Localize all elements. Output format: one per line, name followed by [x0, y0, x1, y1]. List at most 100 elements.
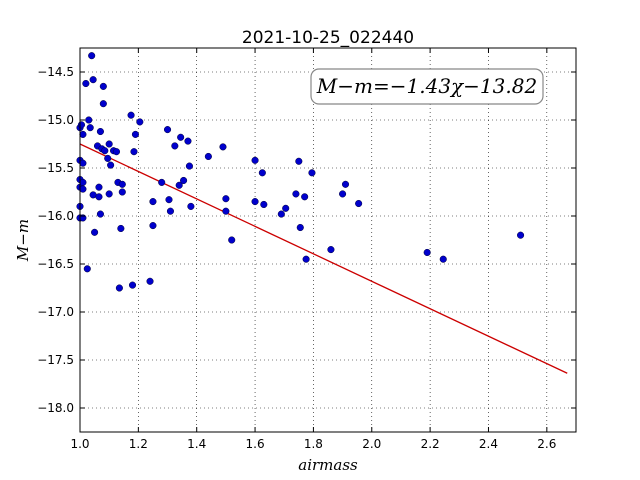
data-point — [79, 130, 87, 138]
data-point — [228, 236, 236, 244]
x-tick-label: 2.4 — [479, 437, 498, 451]
data-point — [296, 223, 304, 232]
fit-line-group — [79, 143, 568, 374]
data-point — [222, 207, 230, 215]
data-point — [104, 154, 112, 162]
annotation-box — [310, 68, 544, 105]
data-point — [301, 193, 309, 201]
x-tick-label: 2.6 — [537, 437, 556, 451]
data-point — [339, 190, 347, 198]
data-point — [251, 198, 259, 206]
data-point — [101, 147, 109, 155]
data-point — [277, 210, 285, 218]
data-point — [517, 231, 525, 239]
data-point — [163, 126, 172, 134]
data-point — [91, 228, 99, 236]
data-point — [302, 255, 310, 263]
fit-line — [79, 143, 568, 374]
data-point — [219, 143, 227, 151]
data-point — [128, 281, 137, 289]
data-point — [89, 76, 97, 84]
data-point — [149, 222, 157, 230]
data-point — [85, 116, 93, 124]
data-point — [185, 162, 193, 170]
y-tick-label: −17.0 — [37, 305, 74, 319]
y-tick-label: −15.0 — [37, 113, 74, 127]
data-point — [88, 52, 96, 60]
data-point — [327, 246, 335, 254]
data-point — [158, 178, 166, 186]
y-axis-label: M−m — [14, 219, 32, 262]
x-tick-label: 2.2 — [421, 437, 440, 451]
data-point — [131, 130, 139, 138]
data-point — [258, 169, 266, 177]
data-point — [127, 111, 135, 119]
data-point — [423, 248, 431, 257]
data-point — [96, 127, 104, 136]
data-points — [76, 52, 525, 292]
grid — [79, 48, 576, 432]
x-tick-label: 1.0 — [70, 437, 89, 451]
data-point — [308, 169, 316, 177]
data-point — [222, 195, 230, 203]
data-point — [83, 265, 91, 273]
data-point — [187, 202, 195, 210]
data-point — [112, 148, 121, 156]
data-point — [251, 156, 259, 164]
data-point — [180, 176, 188, 185]
x-tick-labels: 1.0 1.2 1.4 1.6 1.8 2.0 2.2 2.4 2.6 — [70, 437, 556, 451]
data-point — [96, 210, 104, 218]
x-tick-label: 1.6 — [246, 437, 265, 451]
data-point — [204, 152, 212, 161]
y-tick-label: −16.5 — [37, 257, 74, 271]
data-point — [166, 207, 174, 215]
data-point — [175, 181, 183, 189]
chart-title: 2021-10-25_022440 — [242, 28, 414, 48]
data-point — [79, 178, 87, 186]
data-point — [95, 193, 103, 201]
data-point — [355, 199, 363, 208]
data-point — [439, 255, 447, 263]
data-point — [118, 188, 126, 196]
fit-annotation: M−m=−1.43χ−13.82 — [310, 68, 544, 105]
y-tick-label: −18.0 — [37, 401, 74, 415]
data-point — [99, 82, 107, 90]
data-point — [146, 277, 154, 285]
data-point — [295, 157, 303, 165]
data-point — [107, 161, 115, 169]
data-point — [115, 284, 123, 292]
annotation-text: M−m=−1.43χ−13.82 — [316, 74, 537, 98]
axis-ticks — [79, 48, 576, 432]
data-point — [118, 180, 126, 188]
y-tick-labels: −14.5 −15.0 −15.5 −16.0 −16.5 −17.0 −17.5 −18.0 — [37, 65, 74, 415]
data-point — [79, 185, 87, 193]
data-point — [95, 183, 103, 191]
data-point — [292, 190, 300, 198]
x-tick-label: 2.0 — [362, 437, 381, 451]
plot-frame — [79, 47, 577, 433]
data-point — [177, 133, 185, 141]
data-point — [171, 142, 179, 150]
x-tick-label: 1.4 — [187, 437, 206, 451]
data-point — [77, 121, 86, 129]
data-point — [79, 159, 87, 167]
x-axis-label: airmass — [298, 456, 358, 474]
data-point — [149, 198, 157, 206]
y-tick-label: −16.0 — [37, 209, 74, 223]
x-tick-label: 1.2 — [129, 437, 148, 451]
data-point — [82, 79, 90, 88]
data-point — [130, 148, 138, 156]
data-point — [105, 140, 113, 148]
y-tick-label: −14.5 — [37, 65, 74, 79]
y-tick-label: −15.5 — [37, 161, 74, 175]
y-tick-label: −17.5 — [37, 353, 74, 367]
data-point — [282, 204, 290, 212]
x-tick-label: 1.8 — [304, 437, 323, 451]
data-point — [99, 100, 107, 108]
data-point — [165, 196, 173, 204]
data-point — [184, 137, 192, 145]
data-point — [136, 118, 144, 126]
data-point — [260, 200, 268, 209]
data-point — [117, 224, 125, 233]
